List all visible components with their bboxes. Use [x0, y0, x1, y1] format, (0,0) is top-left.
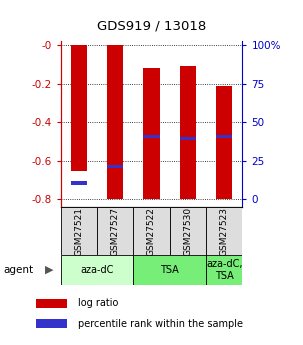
- Bar: [71, 45, 87, 171]
- Text: agent: agent: [3, 265, 33, 275]
- Bar: [71, 181, 87, 185]
- Bar: [107, 45, 123, 199]
- Text: GSM27521: GSM27521: [74, 207, 83, 256]
- Text: GDS919 / 13018: GDS919 / 13018: [97, 20, 206, 33]
- Text: TSA: TSA: [160, 265, 179, 275]
- Text: aza-dC,
TSA: aza-dC, TSA: [206, 259, 242, 281]
- FancyBboxPatch shape: [133, 207, 170, 255]
- Text: GSM27522: GSM27522: [147, 207, 156, 256]
- Bar: [36, 319, 67, 328]
- Text: log ratio: log ratio: [78, 298, 118, 308]
- Text: ▶: ▶: [45, 265, 53, 275]
- FancyBboxPatch shape: [170, 207, 206, 255]
- FancyBboxPatch shape: [97, 207, 133, 255]
- Text: GSM27527: GSM27527: [111, 207, 120, 256]
- FancyBboxPatch shape: [133, 255, 206, 285]
- FancyBboxPatch shape: [206, 207, 242, 255]
- Text: percentile rank within the sample: percentile rank within the sample: [78, 319, 243, 329]
- Text: GSM27530: GSM27530: [183, 207, 192, 256]
- Bar: [180, 67, 196, 199]
- FancyBboxPatch shape: [206, 255, 242, 285]
- FancyBboxPatch shape: [61, 207, 97, 255]
- Bar: [216, 86, 232, 199]
- Bar: [216, 135, 232, 138]
- Text: GSM27523: GSM27523: [220, 207, 229, 256]
- Bar: [143, 68, 160, 199]
- Bar: [180, 137, 196, 140]
- Bar: [143, 135, 160, 138]
- FancyBboxPatch shape: [61, 255, 133, 285]
- Bar: [36, 299, 67, 308]
- Bar: [107, 165, 123, 168]
- Text: aza-dC: aza-dC: [80, 265, 114, 275]
